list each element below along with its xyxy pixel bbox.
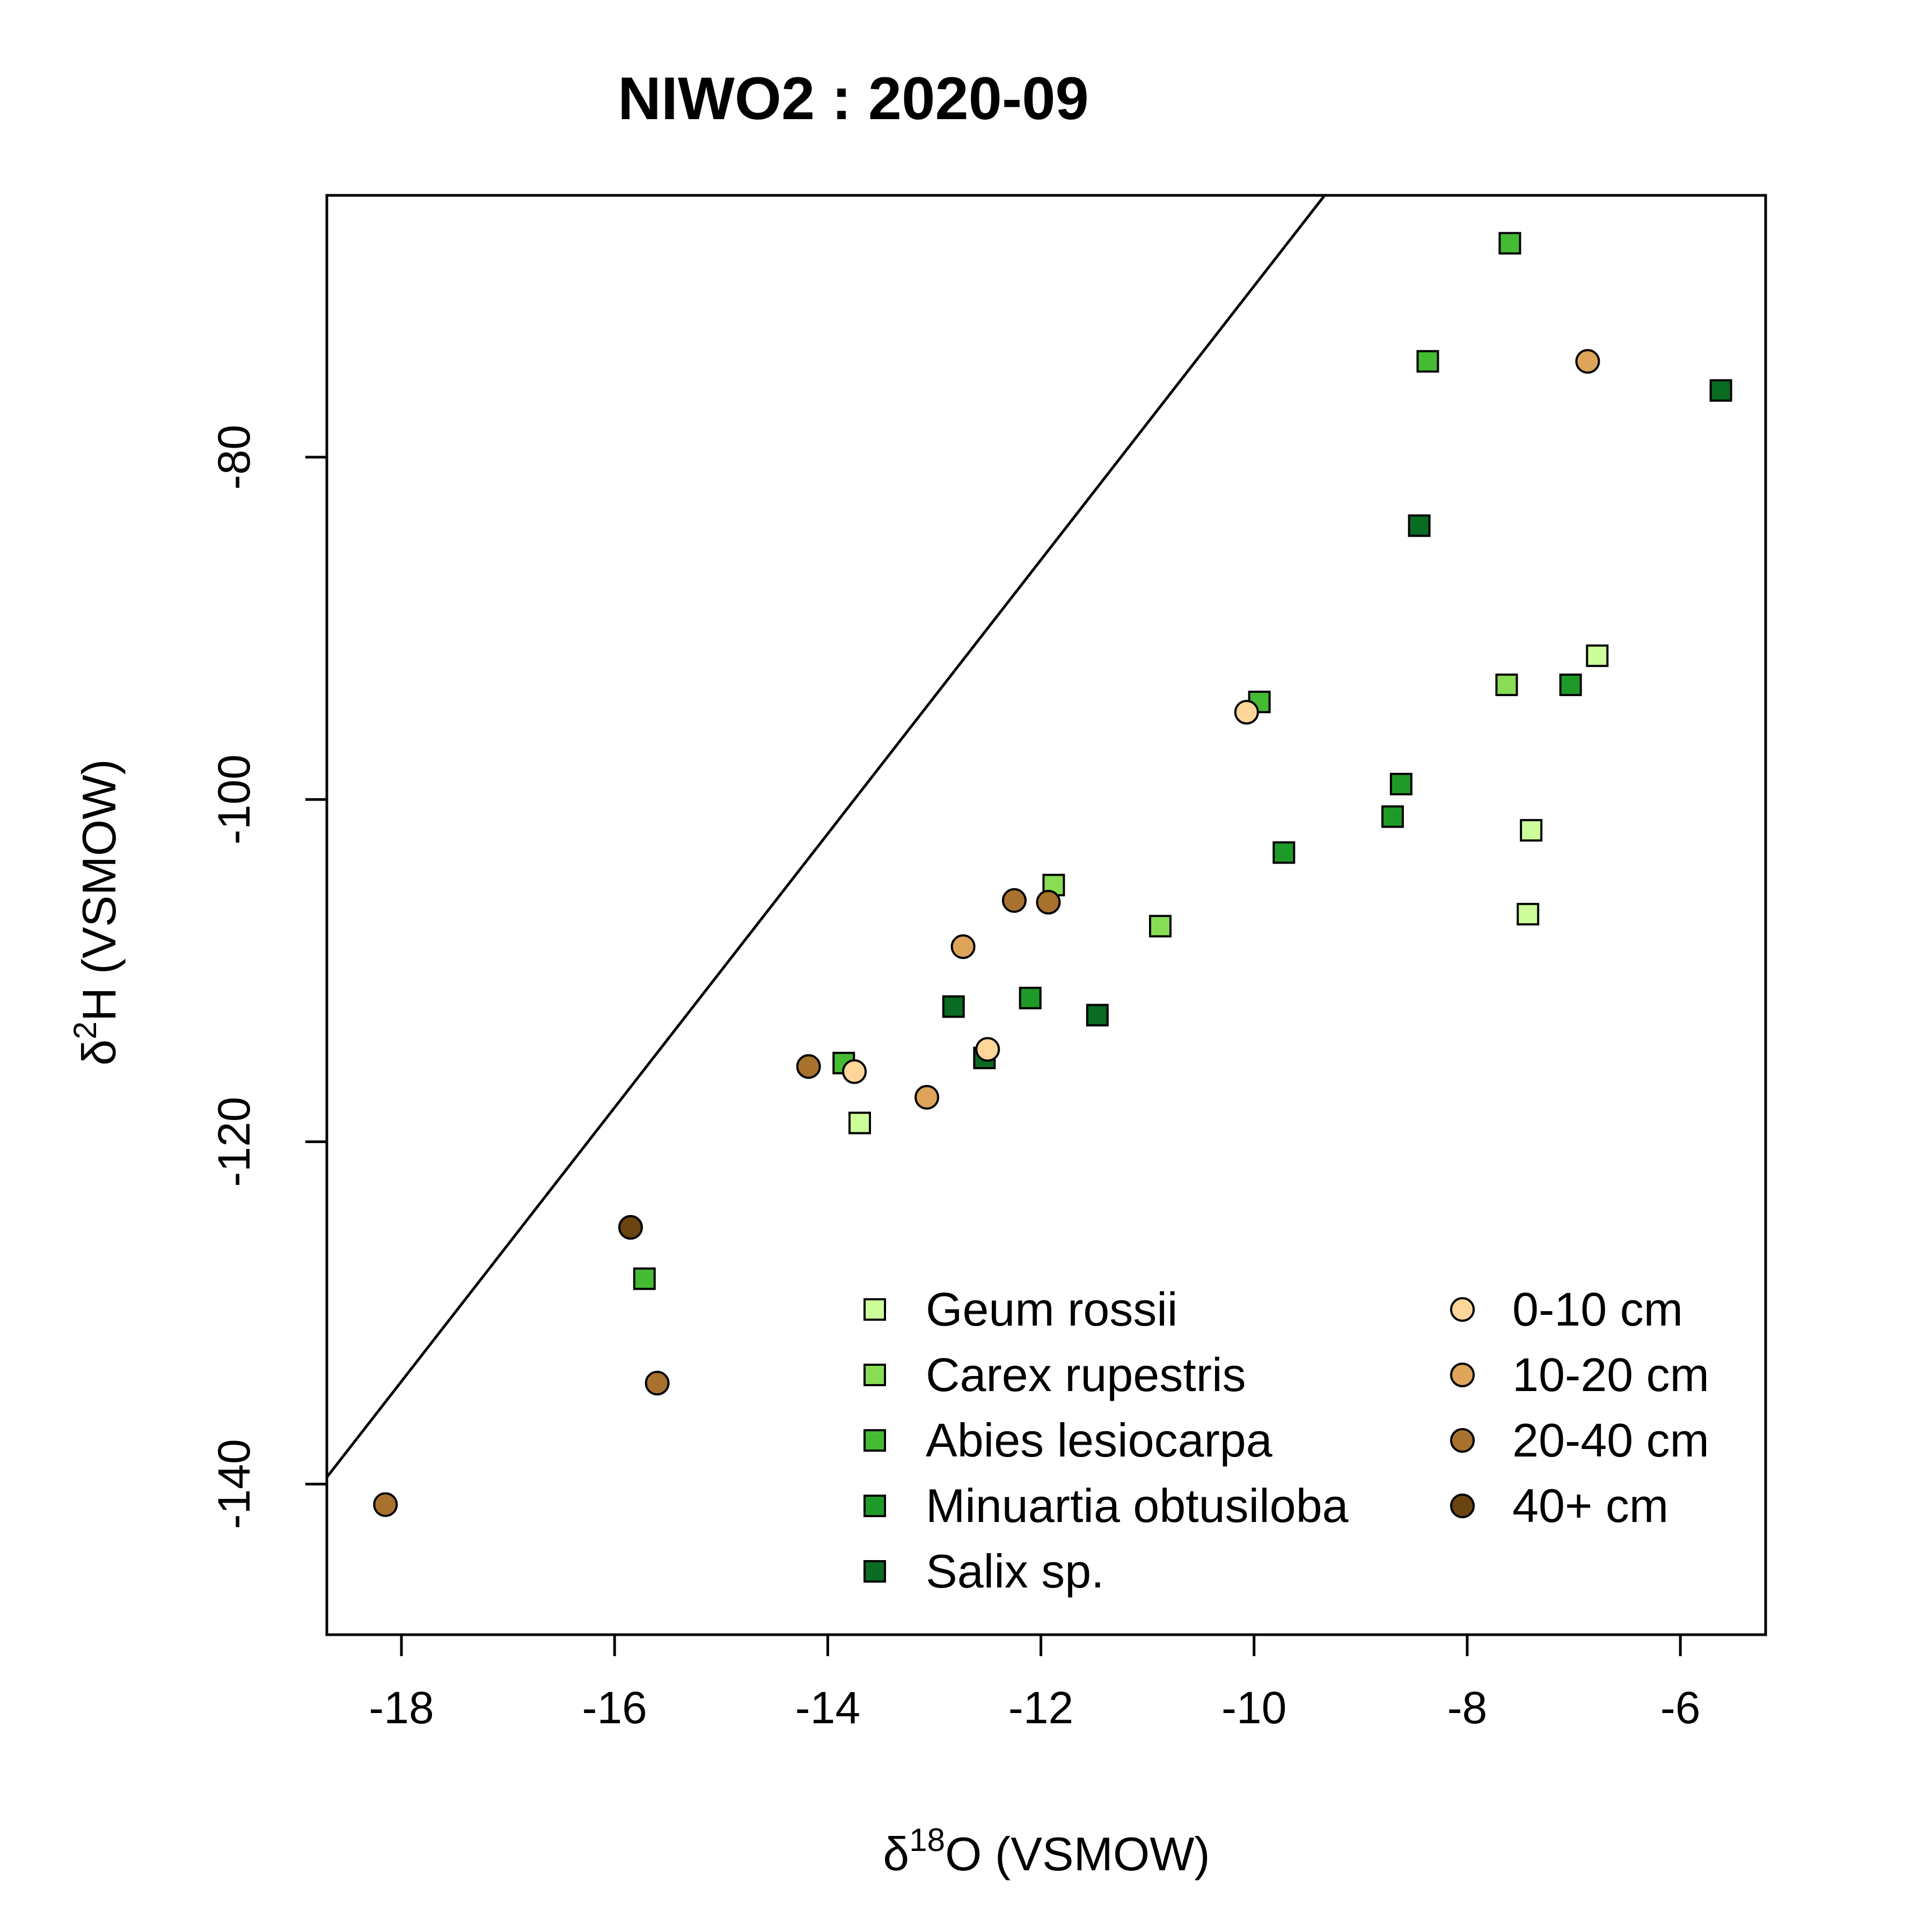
data-point	[1036, 890, 1061, 915]
legend-label: Abies lesiocarpa	[926, 1414, 1272, 1467]
legend-swatch	[863, 1495, 886, 1517]
data-point	[618, 1215, 643, 1240]
data-point	[1520, 819, 1543, 842]
data-point	[975, 1037, 1000, 1062]
reference-line	[327, 195, 1327, 1479]
x-axis: -18 -16 -14 -12 -10 -8 -6	[369, 1633, 1701, 1733]
x-tick-label: -18	[369, 1682, 434, 1733]
legend-label: 0-10 cm	[1512, 1283, 1683, 1336]
points-layer	[373, 232, 1732, 1517]
x-axis-label-rest: O (VSMOW)	[945, 1827, 1210, 1880]
data-point	[848, 1111, 871, 1135]
x-tick-label: -16	[582, 1682, 647, 1733]
data-point	[1559, 674, 1582, 697]
legend-label: Salix sp.	[926, 1545, 1104, 1598]
data-point	[950, 934, 976, 959]
legend-swatch	[1450, 1428, 1475, 1453]
data-point	[914, 1085, 940, 1110]
chart-title: NIWO2 : 2020-09	[618, 65, 1089, 132]
legend-label: Carex rupestris	[926, 1348, 1246, 1401]
legend: Geum rossii Carex rupestris Abies lesiocar…	[863, 1283, 1709, 1598]
data-point	[645, 1371, 670, 1396]
data-point	[633, 1267, 656, 1290]
data-point	[796, 1054, 821, 1079]
x-tick-label: -10	[1221, 1682, 1286, 1733]
x-tick-label: -14	[795, 1682, 860, 1733]
y-tick-label: -100	[209, 755, 259, 845]
data-point	[842, 1059, 867, 1084]
legend-swatch	[1450, 1363, 1475, 1387]
data-point	[1381, 805, 1404, 828]
data-point	[1389, 773, 1413, 796]
y-axis-label-symbol: δ	[72, 1040, 126, 1066]
legend-label: Geum rossii	[926, 1283, 1177, 1336]
data-point	[1586, 644, 1609, 667]
data-point	[1517, 903, 1540, 926]
legend-swatch	[863, 1364, 886, 1386]
data-point	[373, 1492, 398, 1517]
data-point	[1575, 349, 1600, 374]
data-point	[1408, 514, 1431, 537]
data-point	[1234, 700, 1259, 725]
x-axis-label: δ18O (VSMOW)	[883, 1822, 1210, 1880]
data-point	[1001, 888, 1027, 913]
data-point	[1272, 841, 1296, 864]
y-tick-label: -80	[209, 425, 259, 489]
data-point	[1086, 1004, 1109, 1027]
legend-swatch	[863, 1560, 886, 1583]
legend-swatch	[863, 1298, 886, 1321]
data-point	[1416, 350, 1439, 373]
legend-label: 40+ cm	[1512, 1479, 1668, 1532]
legend-label: Minuartia obtusiloba	[926, 1479, 1349, 1532]
y-tick-label: -140	[209, 1439, 259, 1529]
legend-swatch	[1450, 1297, 1475, 1322]
x-tick-label: -6	[1660, 1682, 1701, 1733]
legend-label: 20-40 cm	[1512, 1414, 1709, 1467]
data-point	[1019, 986, 1042, 1009]
x-tick-label: -8	[1447, 1682, 1488, 1733]
y-axis: -80 -100 -120 -140	[209, 425, 328, 1529]
data-point	[1495, 674, 1518, 697]
legend-swatch	[863, 1429, 886, 1452]
data-point	[1498, 232, 1521, 255]
y-axis-label-rest: H (VSMOW)	[72, 759, 126, 1021]
x-axis-label-symbol: δ	[883, 1827, 909, 1880]
legend-swatch	[1450, 1494, 1475, 1518]
data-point	[942, 995, 965, 1018]
y-tick-label: -120	[209, 1096, 259, 1187]
data-point	[1148, 914, 1172, 938]
legend-label: 10-20 cm	[1512, 1348, 1709, 1401]
x-tick-label: -12	[1008, 1682, 1073, 1733]
x-axis-label-sup: 18	[909, 1822, 945, 1858]
y-axis-label: δ2H (VSMOW)	[67, 759, 126, 1065]
data-point	[1709, 379, 1732, 402]
y-axis-label-sup: 2	[67, 1021, 103, 1039]
